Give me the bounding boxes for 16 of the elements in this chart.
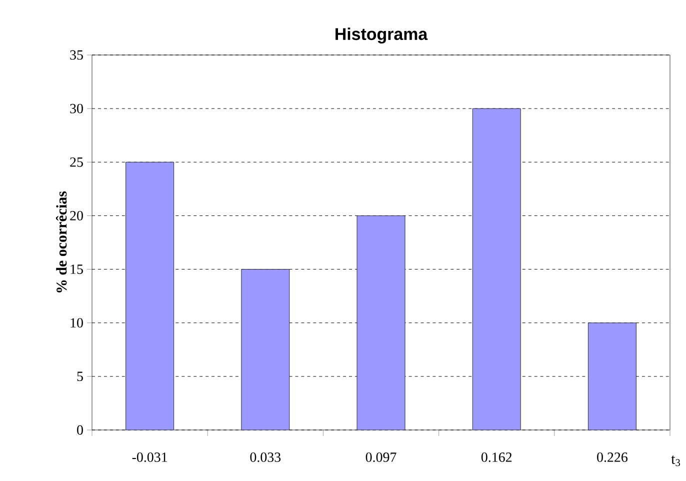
x-axis-title: t$_{3}$ [671, 456, 680, 466]
y-tick-label: 10 [70, 318, 83, 328]
x-tick-label: -0.031 [132, 452, 167, 462]
chart-title: Histograma [336, 28, 428, 44]
y-tick-label: 35 [70, 50, 83, 60]
y-tick-label: 30 [70, 104, 83, 114]
x-tick-label: 0.226 [597, 452, 628, 462]
x-tick-label: 0.162 [481, 452, 512, 462]
y-tick-label: 15 [70, 264, 83, 274]
y-axis-title: % de ocorrêcias [56, 191, 67, 292]
x-tick-label: 0.033 [250, 452, 281, 462]
y-tick-label: 25 [70, 157, 83, 167]
x-tick-label: 0.097 [366, 452, 396, 462]
y-tick-label: 0 [77, 425, 83, 435]
y-tick-label: 5 [77, 372, 83, 382]
y-tick-label: 20 [70, 210, 83, 220]
